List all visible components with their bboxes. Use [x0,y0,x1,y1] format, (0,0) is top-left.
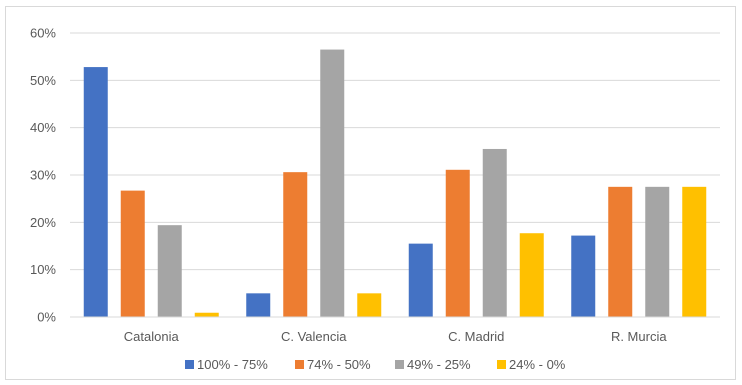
legend: 100% - 75% 74% - 50% 49% - 25% 24% - 0% [185,357,566,372]
x-category-label: C. Madrid [448,329,504,344]
legend-swatch [185,360,194,369]
bar-catalonia-series-1 [83,67,108,317]
bar-catalonia-series-4 [194,312,219,317]
legend-label: 74% - 50% [307,357,371,372]
x-category-label: R. Murcia [611,329,667,344]
bars [83,49,707,318]
legend-swatch [395,360,404,369]
bar-catalonia-series-3 [157,225,182,317]
legend-swatch [295,360,304,369]
y-tick-label: 40% [30,120,56,135]
bar-c-madrid-series-4 [519,233,544,317]
y-tick-label: 60% [30,26,56,41]
x-category-label: Catalonia [124,329,180,344]
legend-label: 24% - 0% [509,357,566,372]
y-axis-ticks: 0% 10% 20% 30% 40% 50% 60% [30,26,56,325]
bar-c-valencia-series-2 [283,172,308,317]
bar-c-valencia-series-3 [320,49,345,318]
legend-swatch [497,360,506,369]
y-tick-label: 30% [30,168,56,183]
bar-c-madrid-series-2 [445,169,470,317]
bar-c-madrid-series-1 [408,243,433,317]
y-tick-label: 20% [30,215,56,230]
y-tick-label: 10% [30,262,56,277]
bar-c-valencia-series-1 [246,293,271,317]
legend-label: 100% - 75% [197,357,268,372]
bar-catalonia-series-2 [120,190,145,317]
y-tick-label: 50% [30,73,56,88]
x-axis-categories: Catalonia C. Valencia C. Madrid R. Murcia [124,329,668,344]
bar-c-madrid-series-3 [482,148,507,317]
y-tick-label: 0% [37,310,56,325]
bar-r-murcia-series-1 [571,235,596,317]
bar-r-murcia-series-2 [608,186,633,317]
bar-r-murcia-series-3 [645,186,670,317]
legend-label: 49% - 25% [407,357,471,372]
x-category-label: C. Valencia [281,329,347,344]
bar-r-murcia-series-4 [682,186,707,317]
bar-c-valencia-series-4 [357,293,382,317]
